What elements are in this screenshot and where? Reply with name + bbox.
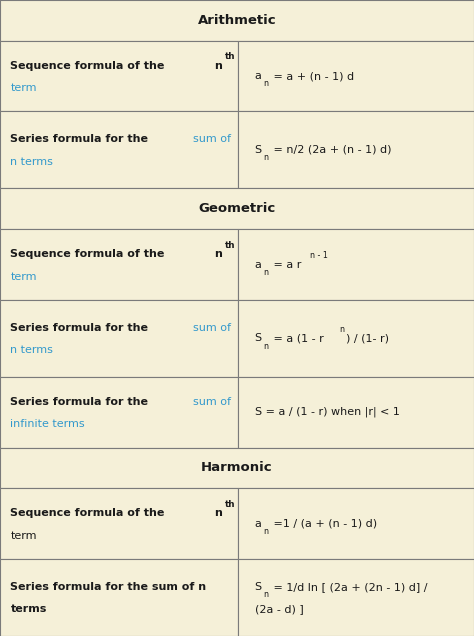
- Text: Sequence formula of the: Sequence formula of the: [10, 508, 169, 518]
- Text: Geometric: Geometric: [199, 202, 275, 216]
- Text: = a + (n - 1) d: = a + (n - 1) d: [270, 71, 354, 81]
- Bar: [238, 488, 474, 559]
- Text: n - 1: n - 1: [310, 251, 328, 260]
- Bar: [0, 111, 238, 188]
- Text: Series formula for the: Series formula for the: [10, 134, 152, 144]
- Bar: [238, 229, 474, 300]
- Text: th: th: [225, 240, 235, 249]
- Text: = a r: = a r: [270, 259, 301, 270]
- Bar: [0, 300, 238, 377]
- Text: n: n: [215, 508, 222, 518]
- Text: n: n: [264, 153, 269, 162]
- Bar: [0, 188, 474, 229]
- Text: sum of: sum of: [193, 397, 231, 407]
- Text: th: th: [225, 500, 235, 509]
- Text: Series formula for the: Series formula for the: [10, 397, 152, 407]
- Text: term: term: [10, 83, 37, 93]
- Bar: [0, 488, 238, 559]
- Text: = a (1 - r: = a (1 - r: [270, 333, 324, 343]
- Text: terms: terms: [10, 604, 47, 614]
- Text: n: n: [339, 325, 345, 334]
- Text: = 1/d ln [ (2a + (2n - 1) d] /: = 1/d ln [ (2a + (2n - 1) d] /: [270, 582, 428, 592]
- Text: th: th: [225, 52, 235, 61]
- Bar: [0, 229, 238, 300]
- Text: Arithmetic: Arithmetic: [198, 14, 276, 27]
- Text: term: term: [10, 272, 37, 282]
- Text: a: a: [255, 519, 262, 529]
- Text: n: n: [264, 527, 268, 536]
- Text: = n/2 (2a + (n - 1) d): = n/2 (2a + (n - 1) d): [270, 145, 392, 155]
- Text: Sequence formula of the: Sequence formula of the: [10, 249, 169, 259]
- Text: n: n: [264, 590, 269, 599]
- Text: a: a: [255, 71, 262, 81]
- Text: n terms: n terms: [10, 345, 53, 356]
- Bar: [238, 377, 474, 448]
- Text: S: S: [255, 333, 262, 343]
- Text: n terms: n terms: [10, 157, 53, 167]
- Text: n: n: [264, 268, 268, 277]
- Text: sum of: sum of: [193, 134, 231, 144]
- Text: n: n: [215, 60, 222, 71]
- Text: n: n: [215, 249, 222, 259]
- Text: Series formula for the: Series formula for the: [10, 323, 152, 333]
- Text: S = a / (1 - r) when |r| < 1: S = a / (1 - r) when |r| < 1: [255, 407, 400, 417]
- Text: n: n: [264, 342, 269, 350]
- Text: S: S: [255, 145, 262, 155]
- Bar: [238, 300, 474, 377]
- Text: Harmonic: Harmonic: [201, 462, 273, 474]
- Text: (2a - d) ]: (2a - d) ]: [255, 604, 303, 614]
- Bar: [238, 111, 474, 188]
- Text: n: n: [264, 80, 268, 88]
- Bar: [0, 559, 238, 636]
- Text: a: a: [255, 259, 262, 270]
- Text: Sequence formula of the: Sequence formula of the: [10, 60, 169, 71]
- Text: ) / (1- r): ) / (1- r): [346, 333, 389, 343]
- Bar: [238, 559, 474, 636]
- Bar: [0, 0, 474, 41]
- Bar: [0, 448, 474, 488]
- Text: =1 / (a + (n - 1) d): =1 / (a + (n - 1) d): [270, 519, 377, 529]
- Text: sum of: sum of: [193, 323, 231, 333]
- Bar: [0, 41, 238, 111]
- Text: term: term: [10, 530, 37, 541]
- Text: infinite terms: infinite terms: [10, 419, 85, 429]
- Text: S: S: [255, 582, 262, 592]
- Bar: [0, 377, 238, 448]
- Bar: [238, 41, 474, 111]
- Text: Series formula for the sum of n: Series formula for the sum of n: [10, 582, 207, 592]
